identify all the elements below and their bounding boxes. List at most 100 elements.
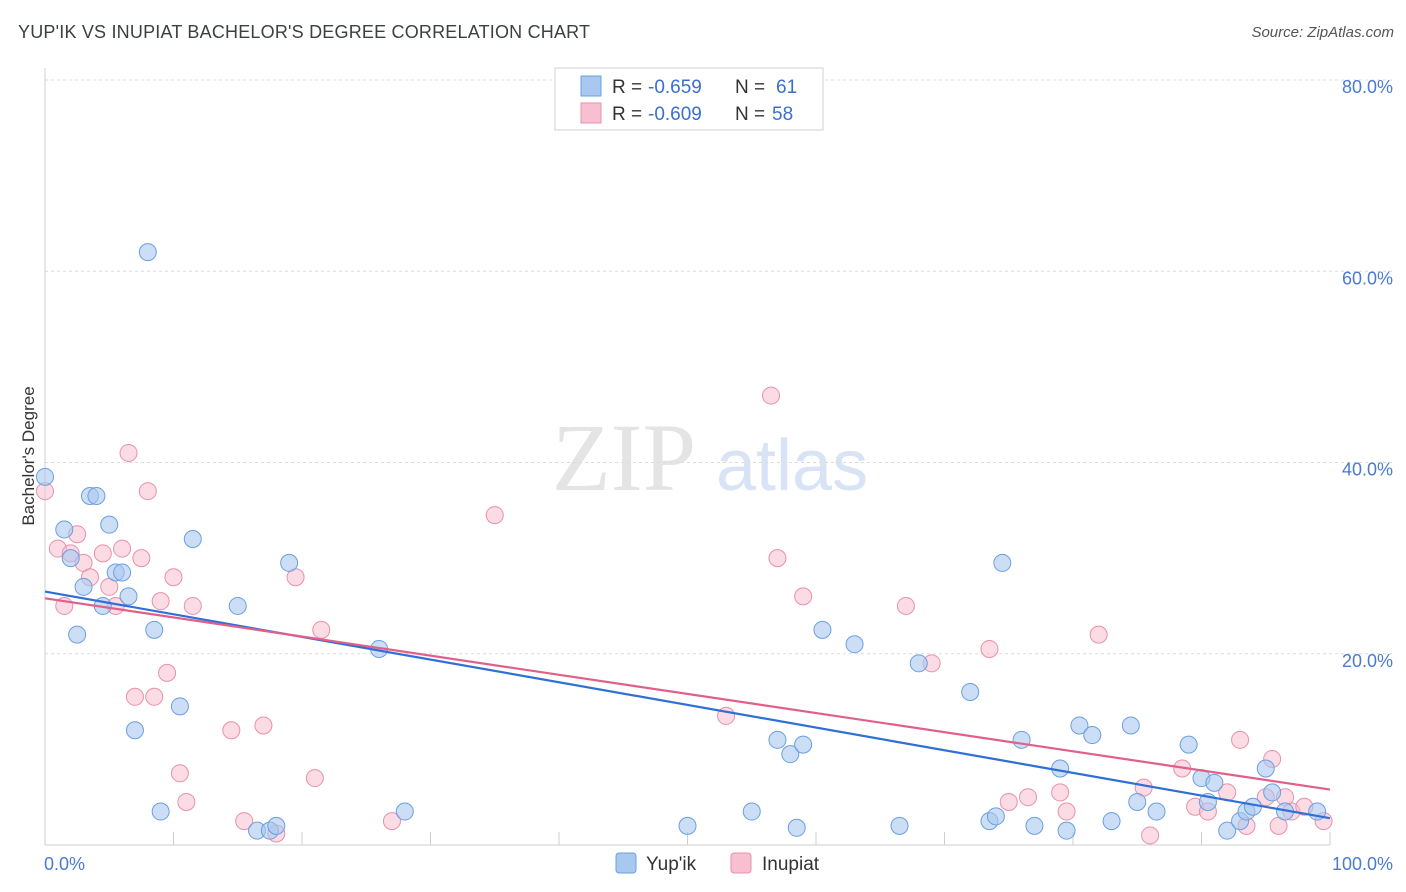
yupik-point bbox=[280, 553, 299, 572]
yupik-point bbox=[1179, 735, 1198, 754]
yupik-point bbox=[813, 620, 832, 639]
yupik-point bbox=[113, 563, 132, 582]
yupik-point bbox=[55, 520, 74, 539]
yupik-point bbox=[100, 515, 119, 534]
inupiat-n-value: 58 bbox=[772, 104, 793, 125]
yupik-point bbox=[1256, 759, 1275, 778]
inupiat-point bbox=[183, 596, 202, 615]
inupiat-n-label: N = bbox=[735, 104, 765, 125]
yupik-point bbox=[61, 549, 80, 568]
chart-title: YUP'IK VS INUPIAT BACHELOR'S DEGREE CORR… bbox=[18, 22, 591, 42]
inupiat-point bbox=[382, 812, 401, 831]
inupiat-point bbox=[164, 568, 183, 587]
inupiat-point bbox=[254, 716, 273, 735]
yupik-point bbox=[986, 807, 1005, 826]
yupik-point bbox=[787, 818, 806, 837]
yupik-point bbox=[267, 816, 286, 835]
inupiat-point bbox=[151, 592, 170, 611]
inupiat-series-swatch bbox=[730, 852, 752, 874]
inupiat-point bbox=[485, 506, 504, 525]
yupik-trendline bbox=[44, 590, 1331, 820]
gridlines bbox=[45, 79, 1392, 655]
inupiat-point bbox=[119, 443, 138, 462]
yupik-point bbox=[119, 587, 138, 606]
yupik-r-value: -0.659 bbox=[648, 77, 702, 98]
inupiat-point bbox=[768, 549, 787, 568]
y-tick-label: 80.0% bbox=[1342, 77, 1393, 97]
yupik-point bbox=[768, 730, 787, 749]
yupik-point bbox=[395, 802, 414, 821]
inupiat-r-label: R = bbox=[612, 104, 642, 125]
inupiat-point bbox=[93, 544, 112, 563]
yupik-point bbox=[87, 486, 106, 505]
inupiat-point bbox=[158, 663, 177, 682]
yupik-point bbox=[68, 625, 87, 644]
yupik-point bbox=[961, 683, 980, 701]
yupik-point bbox=[1205, 773, 1224, 792]
yupik-point bbox=[1128, 792, 1147, 811]
yupik-point bbox=[145, 620, 164, 639]
inupiat-point bbox=[896, 596, 915, 615]
inupiat-point bbox=[312, 620, 331, 639]
yupik-point bbox=[781, 745, 800, 764]
inupiat-point bbox=[980, 639, 999, 658]
yupik-point bbox=[1263, 783, 1282, 802]
yupik-series-swatch bbox=[615, 852, 637, 874]
inupiat-point bbox=[177, 792, 196, 811]
y-tick-label: 60.0% bbox=[1342, 268, 1393, 288]
inupiat-point bbox=[305, 769, 324, 788]
inupiat-points bbox=[36, 386, 1333, 845]
inupiat-point bbox=[1141, 826, 1160, 845]
inupiat-series-label: Inupiat bbox=[762, 854, 820, 875]
watermark-atlas: atlas bbox=[716, 426, 868, 506]
yupik-point bbox=[138, 243, 157, 262]
yupik-point bbox=[909, 654, 928, 673]
y-tick-label: 20.0% bbox=[1342, 651, 1393, 671]
inupiat-point bbox=[138, 482, 157, 501]
inupiat-point bbox=[1057, 802, 1076, 821]
yupik-point bbox=[1121, 716, 1140, 735]
yupik-point bbox=[890, 816, 909, 835]
yupik-point bbox=[1070, 716, 1089, 735]
yupik-n-value: 61 bbox=[776, 77, 797, 98]
yupik-legend-swatch bbox=[580, 75, 602, 97]
inupiat-trendline bbox=[44, 597, 1331, 791]
yupik-point bbox=[742, 802, 761, 821]
inupiat-point bbox=[1231, 730, 1250, 749]
yupik-point bbox=[170, 697, 189, 716]
inupiat-point bbox=[113, 539, 132, 558]
inupiat-point bbox=[762, 386, 781, 405]
inupiat-point bbox=[999, 792, 1018, 811]
yupik-point bbox=[228, 596, 247, 615]
yupik-point bbox=[74, 577, 93, 596]
yupik-points bbox=[36, 243, 1327, 840]
yupik-r-label: R = bbox=[612, 77, 642, 98]
inupiat-point bbox=[222, 721, 241, 740]
yupik-point bbox=[794, 735, 813, 754]
inupiat-point bbox=[145, 687, 164, 706]
inupiat-point bbox=[132, 549, 151, 568]
series-legend: Yup'ik Inupiat bbox=[615, 852, 820, 875]
inupiat-point bbox=[794, 587, 813, 606]
inupiat-point bbox=[1019, 788, 1038, 807]
y-axis-label: Bachelor's Degree bbox=[19, 386, 38, 525]
source-label: Source: ZipAtlas.com bbox=[1251, 24, 1394, 41]
inupiat-point bbox=[235, 812, 254, 831]
yupik-point bbox=[1083, 726, 1102, 745]
yupik-point bbox=[1025, 816, 1044, 835]
inupiat-point bbox=[170, 764, 189, 783]
inupiat-point bbox=[125, 687, 144, 706]
yupik-point bbox=[1012, 730, 1031, 749]
yupik-point bbox=[36, 467, 54, 486]
y-tick-label: 40.0% bbox=[1342, 460, 1393, 480]
yupik-point bbox=[1102, 812, 1121, 831]
yupik-point bbox=[125, 721, 144, 740]
yupik-point bbox=[678, 816, 697, 835]
inupiat-r-value: -0.609 bbox=[648, 104, 702, 125]
x-tick-labels: 0.0% 100.0% bbox=[44, 854, 1393, 874]
yupik-series-label: Yup'ik bbox=[646, 854, 697, 875]
yupik-point bbox=[993, 553, 1012, 572]
inupiat-point bbox=[1089, 625, 1108, 644]
yupik-point bbox=[1147, 802, 1166, 821]
